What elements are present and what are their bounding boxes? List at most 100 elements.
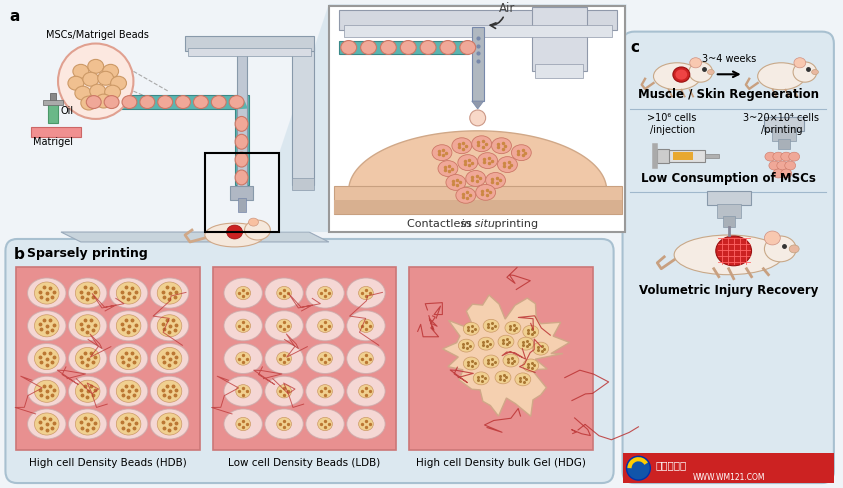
Bar: [83, 95, 246, 109]
Ellipse shape: [236, 286, 250, 300]
Ellipse shape: [438, 161, 458, 177]
Bar: [293, 179, 314, 190]
Ellipse shape: [75, 413, 100, 435]
Ellipse shape: [110, 278, 148, 308]
Polygon shape: [472, 101, 484, 109]
Ellipse shape: [35, 347, 59, 369]
Ellipse shape: [193, 96, 208, 108]
Ellipse shape: [478, 337, 494, 350]
Ellipse shape: [75, 315, 100, 337]
Ellipse shape: [716, 236, 751, 266]
Ellipse shape: [277, 385, 292, 398]
Ellipse shape: [227, 225, 243, 239]
Ellipse shape: [707, 69, 714, 75]
Ellipse shape: [318, 352, 332, 365]
Ellipse shape: [785, 161, 796, 170]
Ellipse shape: [458, 155, 478, 170]
Ellipse shape: [277, 352, 292, 365]
Ellipse shape: [35, 315, 59, 337]
Ellipse shape: [789, 152, 800, 161]
Ellipse shape: [380, 41, 396, 55]
Text: a: a: [9, 9, 19, 24]
Text: b: b: [13, 247, 24, 262]
Ellipse shape: [68, 376, 107, 407]
Ellipse shape: [497, 157, 518, 172]
Ellipse shape: [773, 169, 784, 178]
Ellipse shape: [277, 286, 292, 300]
Ellipse shape: [452, 138, 472, 154]
Ellipse shape: [75, 282, 100, 304]
Ellipse shape: [446, 175, 466, 190]
Ellipse shape: [361, 41, 377, 55]
Ellipse shape: [318, 319, 332, 332]
Ellipse shape: [158, 380, 182, 402]
Text: printing: printing: [491, 219, 538, 229]
Ellipse shape: [103, 64, 119, 78]
Bar: [344, 25, 612, 37]
FancyBboxPatch shape: [5, 239, 614, 483]
Ellipse shape: [265, 311, 303, 341]
Ellipse shape: [503, 354, 519, 367]
Ellipse shape: [486, 172, 506, 188]
Ellipse shape: [341, 41, 357, 55]
Ellipse shape: [483, 355, 499, 368]
Bar: [674, 152, 693, 160]
Ellipse shape: [224, 409, 262, 439]
Ellipse shape: [358, 385, 373, 398]
Ellipse shape: [673, 67, 690, 82]
Bar: [31, 127, 81, 137]
Ellipse shape: [512, 145, 531, 161]
Ellipse shape: [358, 417, 373, 430]
Bar: [293, 46, 314, 185]
Ellipse shape: [75, 347, 100, 369]
Ellipse shape: [236, 417, 250, 430]
Ellipse shape: [464, 322, 479, 335]
Ellipse shape: [229, 96, 244, 108]
Ellipse shape: [68, 344, 107, 374]
Ellipse shape: [515, 373, 531, 386]
Bar: [535, 64, 583, 78]
Bar: [43, 100, 63, 105]
Ellipse shape: [35, 413, 59, 435]
Ellipse shape: [472, 136, 491, 152]
Polygon shape: [349, 131, 607, 190]
Ellipse shape: [478, 153, 497, 168]
Ellipse shape: [116, 413, 141, 435]
Ellipse shape: [306, 344, 344, 374]
Ellipse shape: [265, 409, 303, 439]
Ellipse shape: [781, 152, 792, 161]
Bar: [667, 150, 705, 162]
Bar: [334, 186, 621, 214]
Bar: [237, 51, 246, 190]
Ellipse shape: [105, 85, 121, 99]
Ellipse shape: [265, 376, 303, 407]
Ellipse shape: [277, 319, 292, 332]
Bar: [234, 95, 249, 185]
Ellipse shape: [689, 62, 712, 82]
Ellipse shape: [470, 110, 486, 126]
Ellipse shape: [205, 223, 265, 247]
Bar: [778, 139, 790, 149]
Text: High cell Density bulk Gel (HDG): High cell Density bulk Gel (HDG): [416, 458, 586, 468]
Text: WWW.WM121.COM: WWW.WM121.COM: [692, 472, 765, 482]
Ellipse shape: [75, 380, 100, 402]
Ellipse shape: [346, 311, 385, 341]
Ellipse shape: [306, 311, 344, 341]
Ellipse shape: [150, 278, 189, 308]
Ellipse shape: [96, 94, 111, 108]
Text: Muscle / Skin Regeneration: Muscle / Skin Regeneration: [638, 88, 819, 101]
Ellipse shape: [122, 96, 137, 108]
Ellipse shape: [236, 319, 250, 332]
Ellipse shape: [116, 347, 141, 369]
Ellipse shape: [523, 359, 539, 372]
Ellipse shape: [318, 417, 332, 430]
Ellipse shape: [158, 96, 173, 108]
Ellipse shape: [140, 96, 155, 108]
Ellipse shape: [235, 134, 248, 149]
Ellipse shape: [35, 380, 59, 402]
Bar: [334, 200, 621, 214]
Ellipse shape: [346, 278, 385, 308]
Ellipse shape: [523, 325, 539, 338]
Bar: [48, 101, 58, 123]
Ellipse shape: [420, 41, 436, 55]
